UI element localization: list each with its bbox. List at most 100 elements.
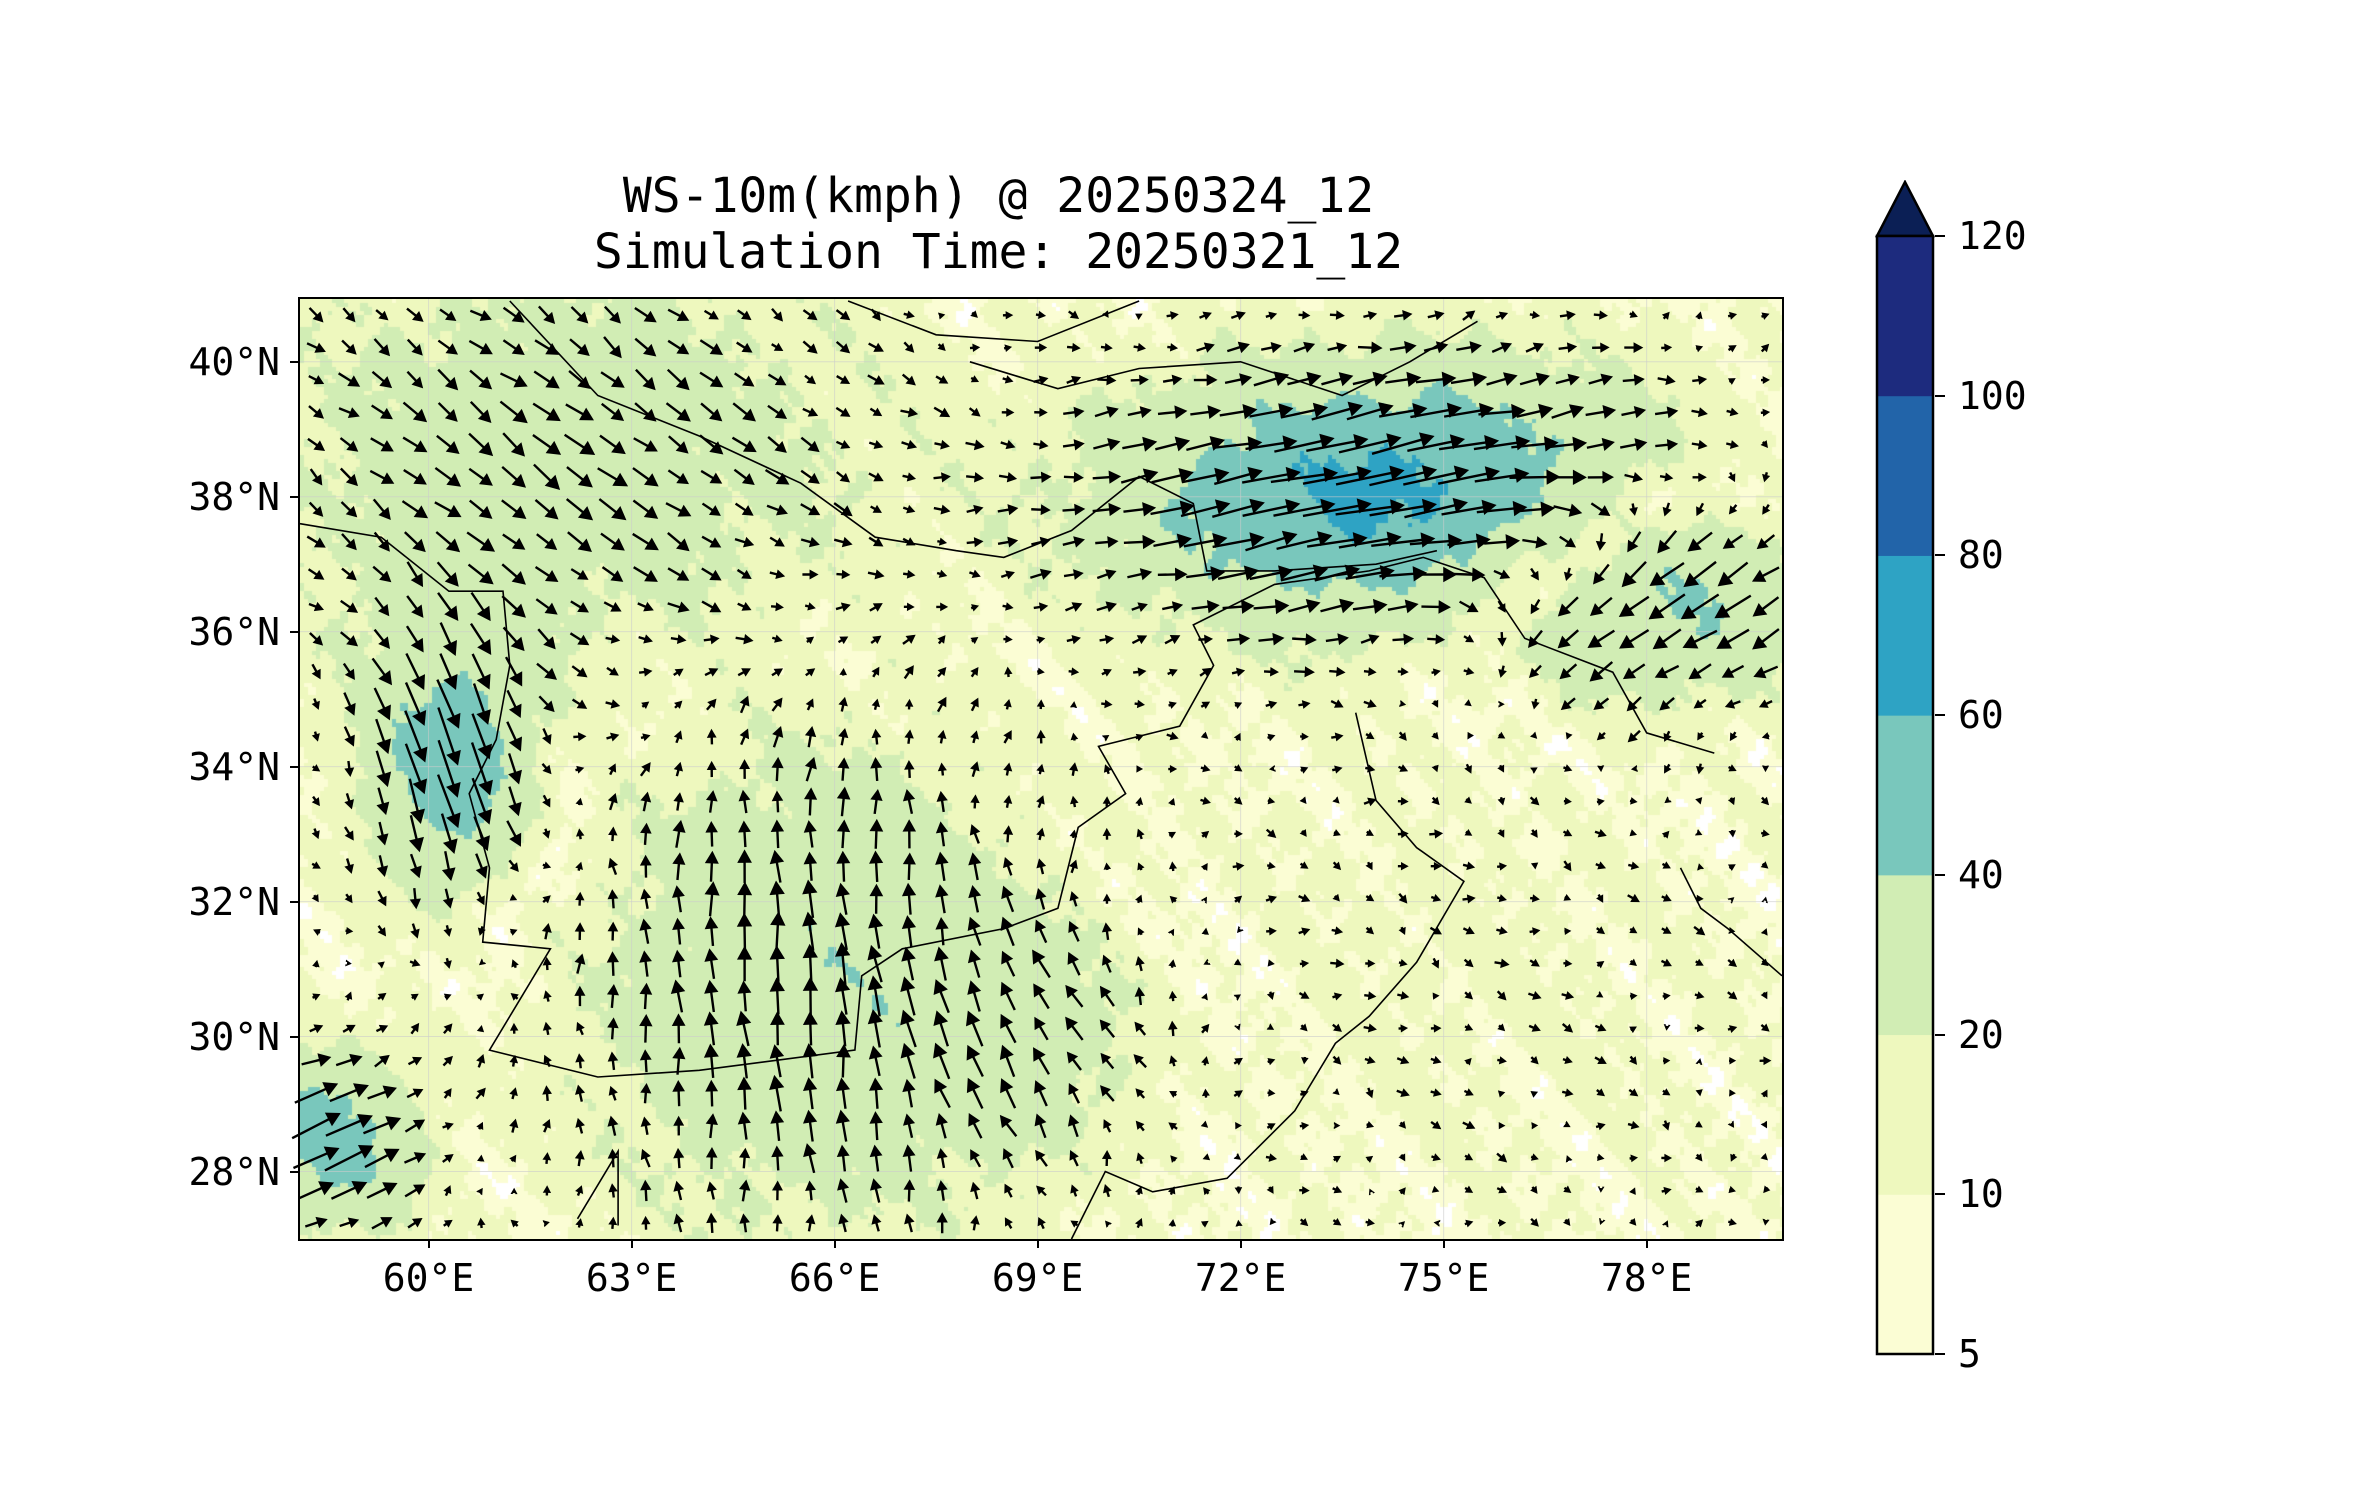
- wind-arrow: [937, 729, 947, 744]
- wind-arrow: [1265, 828, 1277, 838]
- wind-arrow: [736, 912, 753, 950]
- wind-arrow: [771, 634, 783, 643]
- wind-arrow: [902, 1144, 916, 1172]
- wind-arrow: [477, 1217, 486, 1229]
- wind-arrow: [408, 815, 424, 853]
- wind-arrow: [1365, 959, 1376, 968]
- wind-arrow: [935, 821, 949, 847]
- wind-arrow: [437, 592, 459, 621]
- wind-arrow: [339, 437, 359, 452]
- wind-arrow: [804, 756, 817, 782]
- wind-arrow: [1589, 596, 1613, 617]
- wind-arrow: [1727, 864, 1736, 872]
- wind-arrow: [1067, 951, 1081, 976]
- wind-arrow: [1263, 666, 1279, 677]
- wind-arrow: [835, 1109, 850, 1142]
- wind-arrow: [1299, 1023, 1308, 1032]
- wind-arrow: [802, 569, 819, 580]
- wind-arrow: [1561, 1023, 1574, 1033]
- wind-arrow: [404, 743, 428, 795]
- wind-arrow: [1563, 764, 1573, 772]
- wind-arrow: [1661, 861, 1671, 869]
- wind-arrow: [1462, 1120, 1476, 1130]
- wind-arrow: [1530, 1217, 1539, 1227]
- wind-arrow: [1321, 372, 1354, 387]
- wind-arrow: [506, 689, 522, 719]
- wind-arrow: [406, 595, 424, 618]
- wind-arrow: [304, 1216, 328, 1229]
- wind-arrow: [1596, 1088, 1606, 1097]
- wind-arrow: [1169, 1055, 1178, 1067]
- wind-arrow: [467, 563, 494, 585]
- wind-arrow: [1403, 465, 1470, 486]
- wind-arrow: [311, 698, 320, 710]
- wind-arrow: [1135, 1088, 1146, 1099]
- wind-arrow: [703, 634, 720, 645]
- wind-arrow: [1236, 926, 1244, 934]
- wind-arrow: [1565, 1155, 1573, 1163]
- wind-arrow: [970, 1149, 982, 1168]
- wind-arrow: [1276, 531, 1333, 551]
- wind-arrow: [468, 499, 493, 519]
- border-line: [509, 300, 1438, 572]
- wind-arrow: [1258, 632, 1285, 646]
- wind-arrow: [1553, 503, 1583, 517]
- wind-arrow: [1166, 311, 1179, 320]
- wind-arrow: [802, 407, 819, 417]
- wind-arrow: [1031, 536, 1051, 548]
- wind-arrow: [1288, 598, 1321, 614]
- wind-arrow: [1293, 341, 1316, 353]
- wind-arrow: [767, 404, 788, 419]
- wind-arrow: [1559, 310, 1576, 321]
- wind-arrow: [1245, 530, 1298, 552]
- wind-arrow: [1033, 983, 1050, 1010]
- wind-arrow: [1133, 1054, 1147, 1069]
- wind-arrow: [1427, 310, 1445, 321]
- wind-arrow: [970, 697, 979, 712]
- wind-arrow: [668, 435, 689, 454]
- wind-arrow: [1497, 796, 1506, 806]
- wind-arrow: [337, 372, 361, 387]
- wind-arrow: [606, 732, 620, 742]
- chart-title: WS-10m(kmph) @ 20250324_12: [622, 168, 1375, 224]
- wind-arrow: [671, 1013, 686, 1044]
- wind-arrow: [1332, 893, 1340, 902]
- wind-arrow: [403, 531, 426, 553]
- wind-arrow: [542, 1185, 552, 1196]
- wind-arrow: [1267, 733, 1276, 742]
- wind-arrow: [439, 653, 458, 690]
- wind-arrow: [1070, 1184, 1079, 1197]
- wind-arrow: [1002, 375, 1014, 384]
- wind-arrow: [1659, 696, 1675, 711]
- wind-arrow: [1068, 667, 1080, 676]
- wind-arrow: [736, 945, 753, 982]
- wind-arrow: [1122, 436, 1158, 452]
- wind-arrow: [1695, 894, 1704, 903]
- wind-arrow: [703, 1043, 719, 1078]
- wind-arrow: [1694, 1153, 1703, 1162]
- wind-arrow: [536, 533, 558, 551]
- wind-arrow: [1594, 1023, 1607, 1032]
- wind-arrow: [1365, 861, 1373, 871]
- wind-arrow: [737, 602, 752, 611]
- wind-arrow: [935, 375, 949, 384]
- wind-arrow: [607, 1051, 619, 1071]
- wind-arrow: [1661, 1186, 1672, 1195]
- wind-arrow: [903, 1179, 916, 1202]
- wind-arrow: [443, 1023, 453, 1035]
- wind-arrow: [1462, 894, 1476, 904]
- wind-arrow: [870, 308, 881, 322]
- wind-arrow: [1101, 735, 1110, 742]
- wind-arrow: [1299, 959, 1310, 968]
- wind-arrow: [1266, 1123, 1276, 1131]
- wind-arrow: [1201, 927, 1209, 935]
- wind-arrow: [608, 1216, 618, 1230]
- wind-arrow: [736, 1043, 752, 1079]
- wind-arrow: [1135, 1120, 1145, 1132]
- wind-arrow: [1332, 861, 1342, 871]
- wind-arrow: [1299, 796, 1307, 804]
- wind-arrow: [802, 943, 818, 984]
- wind-arrow: [1592, 342, 1610, 353]
- wind-arrow: [570, 568, 589, 580]
- wind-arrow: [1661, 893, 1672, 902]
